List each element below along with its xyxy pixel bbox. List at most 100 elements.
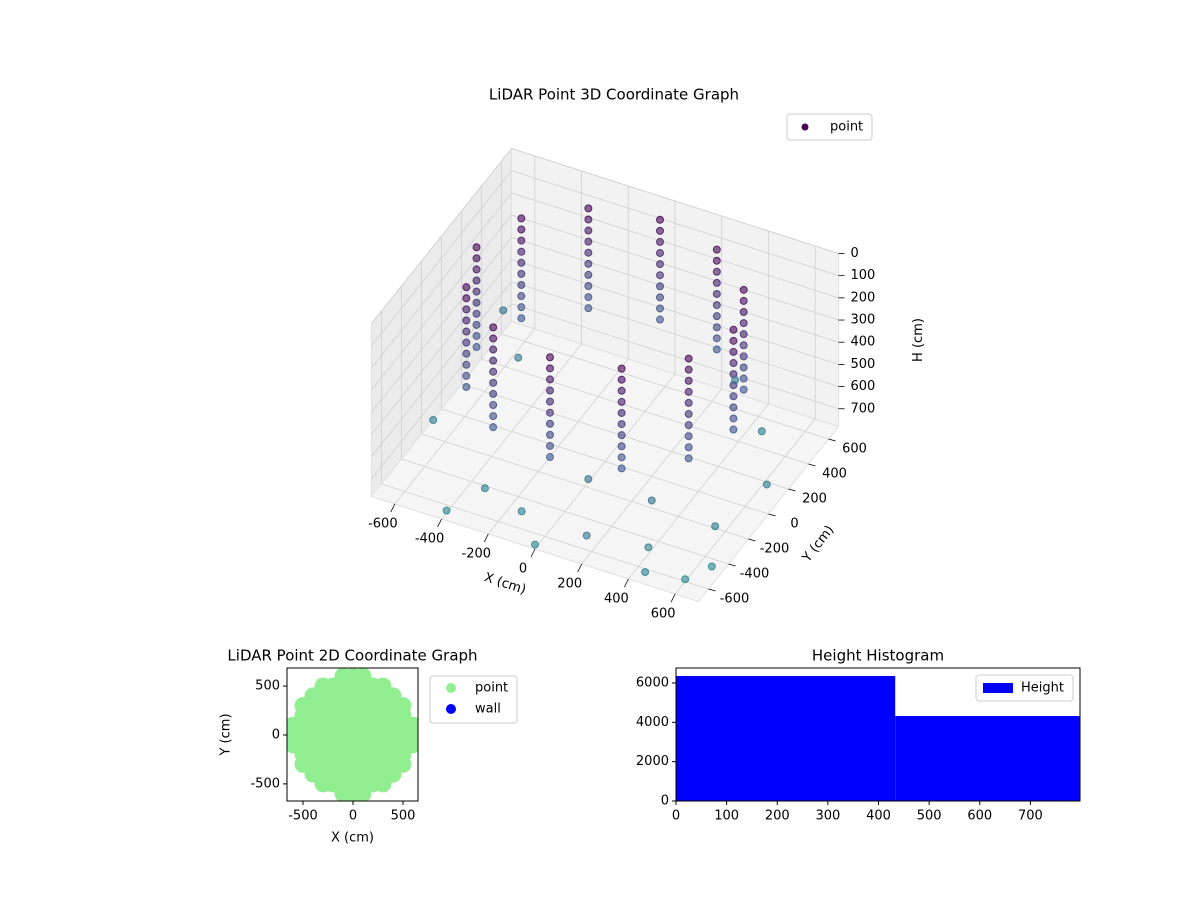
- point: [739, 374, 748, 383]
- x-tick-label: 700: [1018, 809, 1043, 824]
- z-tick-label: 100: [851, 268, 876, 283]
- point: [617, 364, 626, 373]
- point: [582, 531, 591, 540]
- point: [739, 341, 748, 350]
- tick-mark: [828, 438, 836, 442]
- point: [762, 480, 771, 489]
- x-tick-label: 400: [866, 809, 891, 824]
- y-tick-label: 600: [842, 442, 867, 457]
- point: [489, 423, 498, 432]
- point: [489, 401, 498, 410]
- point: [462, 305, 471, 314]
- point: [617, 386, 626, 395]
- point: [684, 398, 693, 407]
- point: [707, 562, 716, 571]
- point: [739, 385, 748, 394]
- y-tick-label: 2000: [636, 754, 669, 769]
- grid-line: [371, 281, 512, 457]
- grid-line: [371, 148, 512, 324]
- point: [729, 325, 738, 334]
- point: [731, 376, 740, 385]
- point: [739, 296, 748, 305]
- tick-mark: [768, 513, 776, 517]
- y-tick-label: 6000: [636, 675, 669, 690]
- point: [472, 331, 481, 340]
- point: [712, 334, 721, 343]
- grid-line: [371, 214, 512, 391]
- chart-title: LiDAR Point 2D Coordinate Graph: [227, 647, 477, 665]
- legend-box: [786, 113, 873, 141]
- point: [584, 270, 593, 279]
- point: [584, 226, 593, 235]
- point: [584, 259, 593, 268]
- y-tick-label: -600: [720, 592, 750, 607]
- point: [684, 365, 693, 374]
- y-tick-label: 0: [661, 794, 669, 809]
- point: [684, 354, 693, 363]
- point: [489, 412, 498, 421]
- point: [584, 215, 593, 224]
- point: [462, 349, 471, 358]
- plot-area: [287, 668, 418, 801]
- tick-mark: [670, 593, 676, 603]
- x-tick-label: 0: [349, 809, 357, 824]
- point: [584, 282, 593, 291]
- tick-mark: [708, 588, 716, 592]
- chart-title: LiDAR Point 3D Coordinate Graph: [489, 86, 739, 104]
- x-tick-label: 600: [967, 809, 992, 824]
- y-tick-label: 0: [272, 727, 280, 742]
- point: [489, 345, 498, 354]
- grid-line: [511, 303, 839, 410]
- grid-line: [511, 281, 839, 387]
- point: [656, 237, 664, 246]
- point: [584, 248, 593, 257]
- tick-mark: [483, 533, 489, 543]
- point: [617, 442, 626, 451]
- y-tick-label: -200: [760, 542, 790, 557]
- point: [617, 420, 626, 429]
- point: [584, 475, 593, 484]
- point: [472, 320, 481, 329]
- point: [517, 292, 526, 301]
- x-tick-label: 400: [604, 592, 629, 607]
- legend-marker: [446, 704, 456, 714]
- point: [647, 496, 656, 505]
- tick-mark: [728, 563, 736, 567]
- y-tick-label: 400: [822, 467, 847, 482]
- x-axis-label: X (cm): [331, 831, 374, 846]
- z-axis-label: H (cm): [911, 318, 926, 362]
- point: [517, 507, 526, 516]
- point: [584, 237, 593, 246]
- x-tick-label: -600: [368, 517, 398, 532]
- point: [712, 312, 721, 321]
- x-tick-label: 500: [917, 809, 942, 824]
- tick-mark: [748, 538, 756, 542]
- point: [684, 454, 693, 463]
- x-tick-label: -200: [462, 547, 492, 562]
- point: [712, 345, 721, 354]
- point: [472, 343, 481, 352]
- point: [712, 256, 721, 265]
- y-tick-label: 4000: [636, 715, 669, 730]
- point: [729, 336, 738, 345]
- point: [462, 294, 471, 303]
- grid-line: [401, 458, 729, 565]
- tick-mark: [437, 518, 442, 528]
- point: [712, 267, 721, 276]
- point: [442, 506, 451, 515]
- point: [729, 359, 738, 368]
- legend-label: point: [830, 120, 863, 135]
- point: [617, 397, 626, 406]
- y-axis-label: Y (cm): [799, 523, 837, 566]
- point: [517, 236, 526, 245]
- point: [546, 453, 554, 462]
- point: [462, 360, 471, 369]
- point: [546, 419, 554, 428]
- point: [656, 260, 664, 269]
- grid-line: [511, 259, 839, 365]
- y-axis-label: Y (cm): [219, 713, 234, 756]
- point: [517, 214, 526, 223]
- point: [489, 356, 498, 365]
- point: [617, 375, 626, 384]
- point: [711, 522, 720, 531]
